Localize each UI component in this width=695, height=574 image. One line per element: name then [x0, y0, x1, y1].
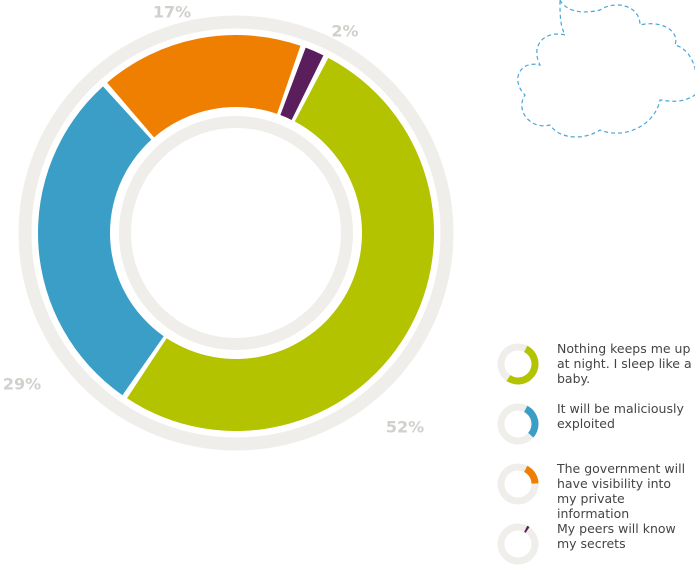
- cloud-decoration: [517, 0, 695, 138]
- legend-arc: [524, 525, 530, 533]
- percent-label: 17%: [153, 3, 191, 22]
- legend-label: It will be maliciously exploited: [557, 401, 684, 431]
- legend-label: My peers will know my secrets: [557, 521, 676, 551]
- legend-label: The government will have visibility into…: [557, 461, 686, 521]
- percent-label: 29%: [3, 375, 41, 394]
- donut-segment: [127, 57, 435, 432]
- legend-label: Nothing keeps me up at night. I sleep li…: [557, 341, 692, 386]
- donut-segment: [37, 86, 164, 396]
- outer-ring: [18, 15, 454, 451]
- donut-segment: [107, 35, 301, 138]
- percent-label: 2%: [331, 22, 358, 41]
- legend-arc: [506, 345, 539, 385]
- legend-ring: [497, 523, 539, 565]
- inner-ring: [119, 116, 353, 350]
- legend-ring: [497, 463, 539, 505]
- percent-label: 52%: [386, 418, 424, 437]
- donut-segment: [280, 47, 324, 120]
- legend-arc: [524, 465, 539, 484]
- legend-arc: [524, 405, 539, 438]
